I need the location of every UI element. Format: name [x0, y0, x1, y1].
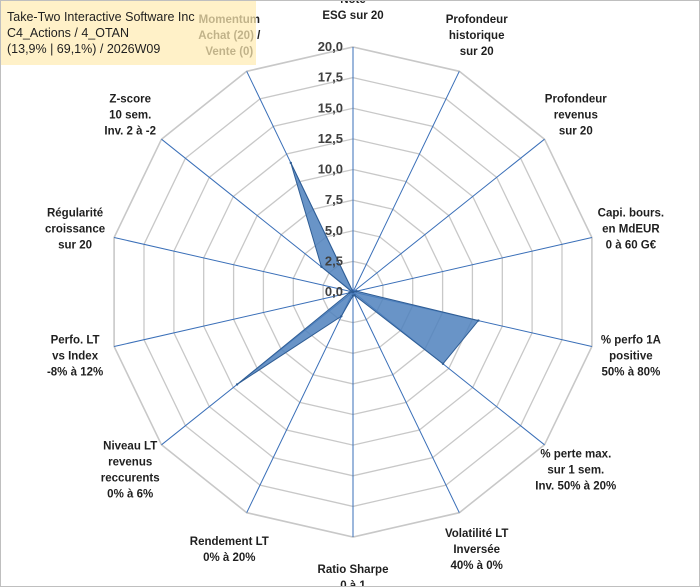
axis-label-4-line-1: positive — [609, 350, 652, 362]
axis-label-4: % perfo 1A positive 50% à 80% — [601, 334, 661, 378]
tick-label-3: 7,5 — [325, 192, 343, 207]
axis-label-5: % perte max. sur 1 sem. Inv. 50% à 20% — [535, 449, 616, 493]
axis-label-1-line-0: Profondeur — [446, 14, 508, 26]
axis-label-0-line-0: Note — [340, 1, 366, 6]
axis-label-3: Capi. bours. en MdEUR 0 à 60 G€ — [598, 208, 664, 252]
axis-label-6-line-2: 40% à 0% — [450, 560, 502, 572]
axis-label-3-line-2: 0 à 60 G€ — [606, 240, 657, 252]
axis-label-11-line-0: Régularité — [47, 208, 103, 220]
axis-label-12-line-1: 10 sem. — [109, 109, 151, 121]
axis-spoke-10 — [113, 291, 354, 347]
axis-label-6: Volatilité LT Inversée 40% à 0% — [445, 528, 508, 572]
axis-label-10-line-0: Perfo. LT — [51, 334, 100, 346]
axis-label-0-line-1: ESG sur 20 — [322, 10, 383, 22]
axis-label-8-line-1: 0% à 20% — [203, 552, 255, 564]
axis-label-9-line-0: Niveau LT — [103, 441, 157, 453]
axis-label-7-line-0: Ratio Sharpe — [318, 564, 389, 576]
axis-label-1-line-1: historique — [449, 30, 505, 42]
axis-label-6-line-1: Inversée — [453, 544, 500, 556]
chart-title: Take-Two Interactive Software Inc — [7, 10, 195, 24]
axis-label-4-line-2: 50% à 80% — [601, 366, 660, 378]
axis-label-5-line-1: sur 1 sem. — [547, 465, 604, 477]
axis-label-6-line-0: Volatilité LT — [445, 528, 508, 540]
axis-label-8-line-0: Rendement LT — [190, 536, 269, 548]
axis-label-4-line-0: % perfo 1A — [601, 334, 661, 346]
axis-label-12-line-2: Inv. 2 à -2 — [104, 125, 156, 137]
axis-label-3-line-0: Capi. bours. — [598, 208, 664, 220]
axis-label-9-line-3: 0% à 6% — [107, 489, 153, 501]
axis-label-9-line-1: revenus — [108, 457, 152, 469]
axis-spoke-2 — [352, 138, 545, 293]
data-point-8 — [340, 315, 343, 318]
data-point-5 — [441, 362, 445, 365]
axis-spoke-8 — [246, 291, 354, 513]
data-point-3 — [355, 290, 358, 293]
data-point-13 — [289, 161, 292, 165]
tick-label-1: 2,5 — [325, 253, 343, 268]
axis-label-10-line-1: vs Index — [52, 350, 99, 362]
axis-label-0: Note ESG sur 20 — [322, 1, 383, 22]
tick-label-2: 5,0 — [325, 223, 343, 238]
axis-label-7: Ratio Sharpe 0 à 1 — [318, 564, 389, 586]
axis-label-11: Régularité croissance sur 20 — [45, 208, 105, 252]
axis-label-2-line-2: sur 20 — [559, 125, 593, 137]
axis-spoke-11 — [113, 237, 354, 293]
axis-label-11-line-2: sur 20 — [58, 240, 92, 252]
axis-label-1: Profondeur historique sur 20 — [446, 14, 508, 58]
axis-label-7-line-1: 0 à 1 — [340, 580, 366, 586]
tick-label-0: 0,0 — [325, 284, 343, 299]
axis-label-2-line-1: revenus — [554, 109, 598, 121]
axis-label-9-line-2: reccurents — [101, 473, 160, 485]
axis-label-2: Profondeur revenus sur 20 — [545, 93, 607, 137]
chart-period: (13,9% | 69,1%) / 2026W09 — [7, 42, 161, 56]
axis-spoke-3 — [352, 237, 593, 293]
axis-spoke-6 — [352, 291, 460, 513]
chart-subtitle: C4_Actions / 4_OTAN — [7, 26, 130, 40]
data-point-4 — [477, 319, 480, 322]
axis-label-11-line-1: croissance — [45, 224, 105, 236]
data-point-10 — [348, 291, 351, 294]
axis-label-3-line-1: en MdEUR — [602, 224, 660, 236]
tick-label-5: 12,5 — [318, 131, 343, 146]
data-point-9 — [235, 383, 239, 386]
data-point-12 — [320, 265, 323, 268]
axis-label-10-line-2: -8% à 12% — [47, 366, 103, 378]
tick-label-6: 15,0 — [318, 100, 343, 115]
axis-label-12-line-0: Z-score — [109, 93, 151, 105]
axis-label-5-line-2: Inv. 50% à 20% — [535, 481, 616, 493]
axis-spoke-1 — [352, 71, 460, 293]
tick-label-4: 10,0 — [318, 162, 343, 177]
axis-label-9: Niveau LT revenus reccurents 0% à 6% — [101, 441, 160, 501]
axis-label-12: Z-score 10 sem. Inv. 2 à -2 — [104, 93, 156, 137]
data-point-11 — [350, 290, 353, 293]
chart-title-box: Take-Two Interactive Software Inc C4_Act… — [1, 1, 256, 65]
axis-label-10: Perfo. LT vs Index -8% à 12% — [47, 334, 103, 378]
data-point-7 — [351, 294, 355, 297]
axis-label-1-line-2: sur 20 — [460, 46, 494, 58]
axis-label-5-line-0: % perte max. — [540, 449, 611, 461]
tick-label-8: 20,0 — [318, 39, 343, 54]
axis-label-8: Rendement LT 0% à 20% — [190, 536, 269, 564]
axis-label-2-line-0: Profondeur — [545, 93, 607, 105]
tick-label-7: 17,5 — [318, 70, 343, 85]
